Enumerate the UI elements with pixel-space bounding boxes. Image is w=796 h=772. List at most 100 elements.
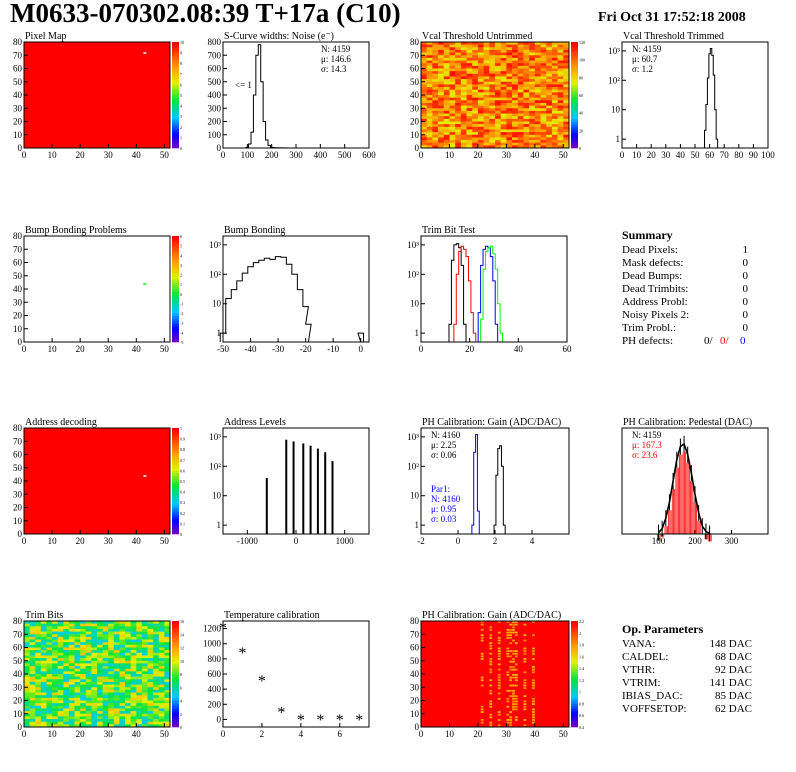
heatmap-cell [517,71,524,75]
heatmap-cell [466,140,473,143]
heatmap-cell [506,79,513,83]
heatmap-cell [74,697,81,701]
heatmap-cell [489,671,493,674]
heatmap-cell [512,652,515,655]
heatmap-cell [438,42,445,45]
heatmap-marker [143,475,147,477]
heatmap-cell [517,105,524,109]
heatmap-cell [472,102,479,106]
heatmap-cell [500,63,507,67]
heatmap-cell [40,626,47,630]
heatmap-cell [40,621,47,624]
heatmap-cell [534,110,541,114]
heatmap-cell [523,57,530,61]
heatmap-cell [113,647,120,651]
heatmap-cell [80,623,87,627]
heatmap-cell [432,100,439,104]
heatmap-cell [551,95,558,98]
heatmap-cell [24,721,30,725]
heatmap-cell [466,134,473,138]
colorbar-cell [172,137,179,141]
heatmap-cell [136,666,143,669]
heatmap-cell [489,658,493,660]
heatmap-cell [108,724,115,728]
colorbar-cell [571,695,578,699]
heatmap-cell [477,65,484,69]
heatmap-cell [24,705,30,709]
op-param-row: CALDEL: 68 DAC [622,651,752,664]
x-tick-label: 20 [76,344,86,354]
heatmap-cell [529,65,536,69]
heatmap-cell [153,647,160,651]
heatmap-cell [125,644,131,648]
heatmap-cell [80,695,87,699]
heatmap-cell [102,668,109,672]
heatmap-cell [91,719,98,722]
heatmap-cell [29,695,36,699]
heatmap-cell [52,679,58,683]
heatmap-cell [57,642,64,646]
heatmap-cell [108,679,115,683]
x-tick-label: 20 [76,729,86,739]
heatmap-cell [472,142,479,146]
heatmap-cell [443,126,450,130]
colorbar-cell [172,719,179,722]
heatmap-marker [143,283,147,285]
stats-line: N: 4159 [632,430,662,440]
heatmap-cell [24,663,30,667]
op-param-value: 92 DAC [715,664,752,676]
heatmap-cell [24,626,30,630]
heatmap-cell [438,142,445,146]
heatmap-cell [506,68,513,72]
heatmap-cell [455,116,462,120]
heatmap-cell [141,626,148,630]
colorbar-tick-label: 0.6 [579,713,584,718]
heatmap-cell [91,634,98,638]
heatmap-cell [546,71,553,75]
colorbar-cell [571,692,578,696]
heatmap-cell [68,663,75,667]
heatmap-cell [63,623,70,627]
heatmap-cell [85,711,92,715]
heatmap-cell [529,89,536,93]
colorbar-cell [571,621,578,624]
heatmap-cell [534,97,541,101]
colorbar-cell [172,291,179,295]
heatmap-cell [495,137,501,141]
heatmap-cell [523,42,530,45]
heatmap-cell [80,711,87,715]
heatmap-cell [125,674,131,677]
heatmap-cell [500,118,507,122]
heatmap-cell [136,658,143,662]
heatmap-cell [506,124,513,128]
heatmap-cell [483,110,490,114]
heatmap-cell [546,81,553,85]
heatmap-cell [483,137,490,141]
heatmap-cell [532,671,535,674]
heatmap-cell [512,71,519,75]
y-tick-label: 80 [13,37,23,47]
colorbar-cell [571,102,578,106]
heatmap-cell [68,721,75,725]
heatmap-cell [460,126,467,130]
colorbar-cell [172,504,179,508]
heatmap-cell [514,697,518,700]
heatmap-cell [85,650,92,654]
bar [331,461,334,534]
heatmap-cell [91,666,98,669]
heatmap-cell [24,687,30,691]
par1-stats-line: μ: 0.95 [431,504,457,514]
heatmap-cell [472,65,479,69]
heatmap-cell [29,703,36,707]
summary-label: Address Probl: [622,296,688,308]
heatmap-cell [551,113,558,117]
y-tick-label: 10² [608,75,620,85]
heatmap-cell [489,692,493,695]
colorbar-cell [172,518,179,522]
heatmap-cell [141,621,148,624]
heatmap-cell [557,129,564,133]
y-tick-label: 10² [407,461,419,471]
x-tick-label: 30 [502,729,512,739]
heatmap-cell [421,52,427,56]
heatmap-cell [136,634,143,638]
